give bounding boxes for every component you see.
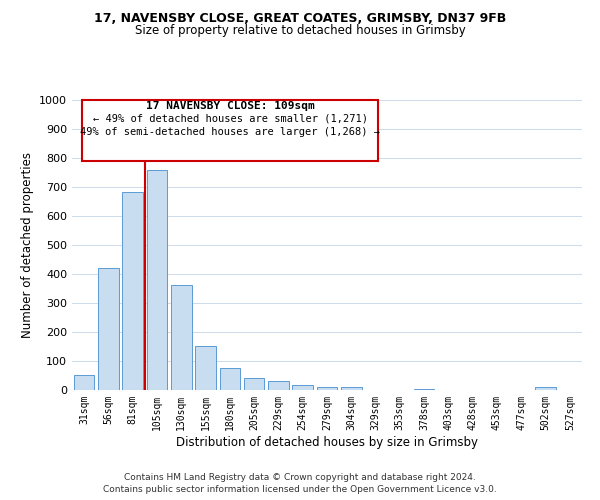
Bar xyxy=(74,375,94,390)
Bar xyxy=(195,346,216,390)
Bar xyxy=(341,387,362,390)
Bar xyxy=(98,268,119,390)
FancyBboxPatch shape xyxy=(82,100,378,161)
Bar xyxy=(244,378,265,390)
Bar xyxy=(292,385,313,390)
Text: Contains HM Land Registry data © Crown copyright and database right 2024.: Contains HM Land Registry data © Crown c… xyxy=(124,472,476,482)
X-axis label: Distribution of detached houses by size in Grimsby: Distribution of detached houses by size … xyxy=(176,436,478,448)
Text: 17 NAVENSBY CLOSE: 109sqm: 17 NAVENSBY CLOSE: 109sqm xyxy=(146,102,314,112)
Bar xyxy=(146,170,167,390)
Y-axis label: Number of detached properties: Number of detached properties xyxy=(20,152,34,338)
Text: 49% of semi-detached houses are larger (1,268) →: 49% of semi-detached houses are larger (… xyxy=(80,126,380,136)
Bar xyxy=(220,368,240,390)
Bar xyxy=(171,285,191,390)
Text: 17, NAVENSBY CLOSE, GREAT COATES, GRIMSBY, DN37 9FB: 17, NAVENSBY CLOSE, GREAT COATES, GRIMSB… xyxy=(94,12,506,26)
Text: Contains public sector information licensed under the Open Government Licence v3: Contains public sector information licen… xyxy=(103,485,497,494)
Bar xyxy=(268,380,289,390)
Text: 17 NAVENSBY CLOSE: 109sqm: 17 NAVENSBY CLOSE: 109sqm xyxy=(146,100,314,110)
Bar xyxy=(414,388,434,390)
Text: Size of property relative to detached houses in Grimsby: Size of property relative to detached ho… xyxy=(134,24,466,37)
Bar xyxy=(122,192,143,390)
Bar xyxy=(317,386,337,390)
Bar xyxy=(535,387,556,390)
Text: ← 49% of detached houses are smaller (1,271): ← 49% of detached houses are smaller (1,… xyxy=(92,114,368,124)
